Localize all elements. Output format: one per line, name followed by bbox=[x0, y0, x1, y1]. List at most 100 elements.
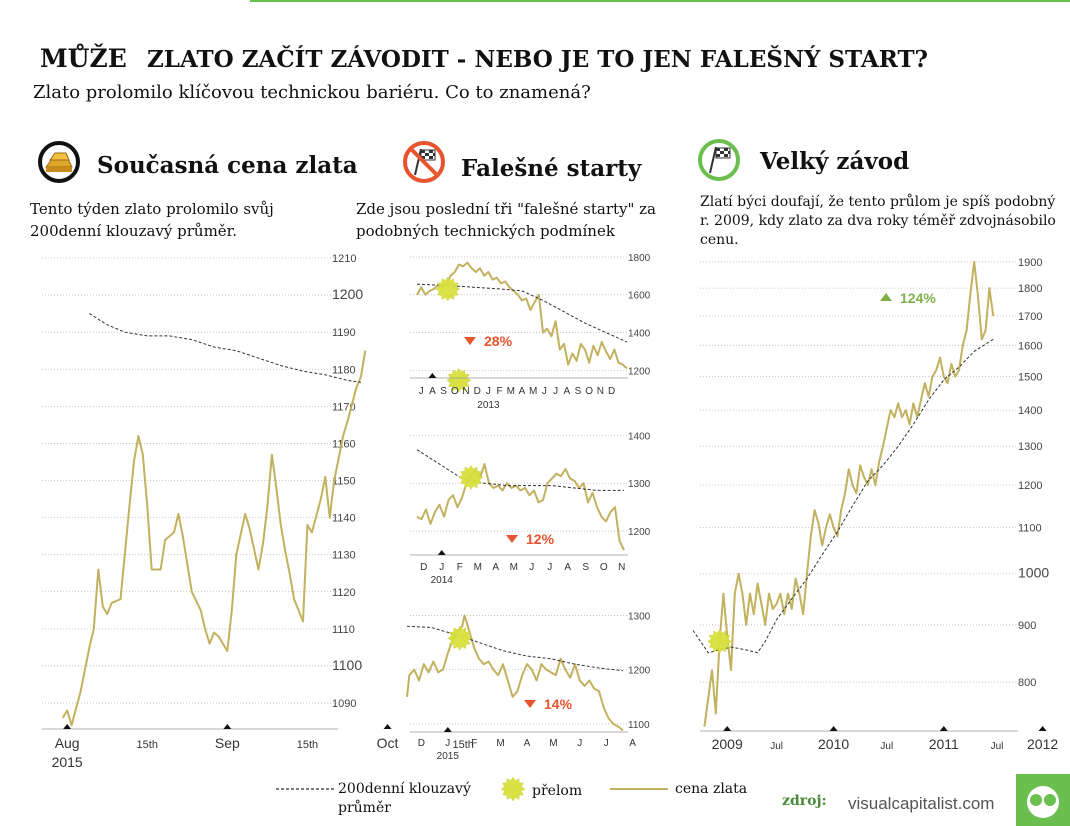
y-tick-label: 1140 bbox=[332, 513, 356, 525]
x-tick-label: D bbox=[420, 562, 427, 573]
breakout-marker bbox=[458, 465, 484, 490]
y-tick-label: 1400 bbox=[628, 431, 651, 442]
change-arrow-down-icon bbox=[524, 700, 536, 708]
x-tick-label: A bbox=[629, 738, 636, 749]
x-tick-label: N bbox=[462, 386, 469, 397]
x-tick-label: J bbox=[547, 562, 552, 573]
series-200day-ma bbox=[89, 313, 361, 383]
source-label: zdroj: bbox=[782, 793, 827, 809]
y-tick-label: 1190 bbox=[332, 327, 356, 339]
y-tick-label: 1110 bbox=[332, 624, 355, 636]
x-tick-marker bbox=[939, 726, 948, 731]
legend-ma-label-2: průměr bbox=[338, 800, 391, 816]
y-tick-label: 1000 bbox=[1018, 565, 1049, 581]
x-tick-label: J bbox=[419, 386, 424, 397]
y-tick-label: 1200 bbox=[628, 366, 651, 377]
y-tick-label: 1100 bbox=[332, 657, 362, 673]
section-desc-false-starts-1: Zde jsou poslední tři "falešné starty" z… bbox=[356, 200, 656, 218]
section-title-false-starts: Falešné starty bbox=[461, 155, 642, 182]
series-gold-price bbox=[416, 463, 625, 551]
x-tick-label: J bbox=[604, 738, 609, 749]
y-tick-label: 1400 bbox=[628, 329, 651, 340]
y-tick-label: 1400 bbox=[1018, 405, 1042, 417]
gold-bars-icon bbox=[38, 141, 80, 183]
y-tick-label: 1300 bbox=[628, 611, 651, 622]
x-tick-label: M bbox=[549, 738, 557, 749]
x-tick-label: A bbox=[563, 386, 570, 397]
x-tick-label: S bbox=[575, 386, 582, 397]
x-tick-label: 15th bbox=[452, 739, 473, 751]
x-tick-label: Oct bbox=[377, 735, 399, 751]
legend-ma-swatch bbox=[276, 788, 336, 790]
x-tick-label: M bbox=[474, 562, 482, 573]
legend-ma-label-1: 200denní klouzavý bbox=[338, 781, 471, 797]
x-tick-marker bbox=[443, 727, 452, 732]
chart-race2009: 800 900 1000 1100 1200 1300 1400 1500 1600 1700 18… bbox=[692, 257, 1058, 752]
x-tick-label: O bbox=[600, 562, 608, 573]
x-tick-label: M bbox=[510, 562, 518, 573]
series-200day-ma bbox=[416, 449, 624, 491]
series-gold-price bbox=[406, 614, 624, 732]
x-tick-label: 2012 bbox=[1027, 736, 1058, 752]
y-tick-label: 1300 bbox=[628, 479, 651, 490]
x-tick-label: F bbox=[471, 738, 477, 749]
section-desc-current-2: 200denní klouzavý průměr. bbox=[30, 222, 237, 240]
y-tick-label: 1800 bbox=[1018, 283, 1042, 295]
x-tick-label: Jul bbox=[770, 741, 783, 752]
chart-fs2015: 1100 1200 1300 D J 2015 F M A M J J A 14% bbox=[406, 611, 651, 762]
y-tick-label: 1150 bbox=[332, 476, 356, 488]
visualcapitalist-logo-icon bbox=[1016, 774, 1070, 826]
section-title-current: Současná cena zlata bbox=[97, 152, 358, 179]
section-desc-big-race-2: r. 2009, kdy zlato za dva roky téměř zdv… bbox=[700, 213, 1056, 229]
change-label: 12% bbox=[526, 531, 555, 547]
header-word: MŮŽE bbox=[40, 44, 127, 73]
y-tick-label: 1100 bbox=[1018, 522, 1042, 534]
x-tick-label: M bbox=[529, 386, 537, 397]
x-tick-label: Aug bbox=[55, 735, 80, 751]
x-tick-marker bbox=[437, 550, 446, 555]
y-tick-label: 1200 bbox=[628, 527, 651, 538]
x-tick-marker bbox=[723, 726, 732, 731]
x-tick-marker bbox=[829, 726, 838, 731]
y-tick-label: 1090 bbox=[332, 698, 356, 710]
x-tick-marker bbox=[428, 373, 437, 378]
x-tick-label: J bbox=[553, 386, 558, 397]
x-tick-label: O bbox=[585, 386, 593, 397]
section-desc-false-starts-2: podobných technických podmínek bbox=[356, 222, 615, 240]
x-tick-sublabel: 2015 bbox=[437, 751, 460, 762]
source-name[interactable]: visualcapitalist.com bbox=[848, 794, 995, 813]
change-arrow-down-icon bbox=[464, 337, 476, 345]
legend-price-swatch bbox=[610, 788, 668, 790]
y-tick-label: 1180 bbox=[332, 364, 356, 376]
y-tick-label: 1130 bbox=[332, 550, 356, 562]
x-tick-label: A bbox=[519, 386, 526, 397]
x-tick-label: D bbox=[418, 738, 425, 749]
series-gold-price bbox=[61, 350, 367, 727]
section-desc-current-1: Tento týden zlato prolomilo svůj bbox=[30, 200, 274, 218]
change-label: 28% bbox=[484, 333, 513, 349]
y-tick-label: 1100 bbox=[628, 720, 650, 731]
y-tick-label: 1200 bbox=[332, 286, 363, 302]
breakout-marker bbox=[447, 625, 473, 651]
x-tick-label: Jul bbox=[880, 741, 893, 752]
x-tick-label: 15th bbox=[137, 739, 158, 751]
no-false-start-flag-icon bbox=[403, 141, 445, 183]
x-tick-label: A bbox=[564, 562, 571, 573]
legend-breakout-swatch bbox=[500, 776, 526, 802]
x-tick-label: J bbox=[542, 386, 547, 397]
x-tick-marker bbox=[223, 724, 232, 729]
x-tick-label: J bbox=[486, 386, 491, 397]
x-tick-label: D bbox=[608, 386, 615, 397]
series-gold-price bbox=[416, 261, 628, 370]
y-tick-label: 1900 bbox=[1018, 257, 1042, 269]
x-tick-label: 2010 bbox=[818, 736, 849, 752]
x-tick-label: A bbox=[429, 386, 436, 397]
y-tick-label: 1600 bbox=[1018, 340, 1042, 352]
x-tick-label: J bbox=[529, 562, 534, 573]
y-tick-label: 1120 bbox=[332, 587, 356, 599]
x-tick-label: Sep bbox=[215, 735, 240, 751]
legend-breakout-burst bbox=[500, 776, 526, 802]
change-arrow-up-icon bbox=[880, 293, 892, 301]
x-tick-label: N bbox=[618, 562, 625, 573]
